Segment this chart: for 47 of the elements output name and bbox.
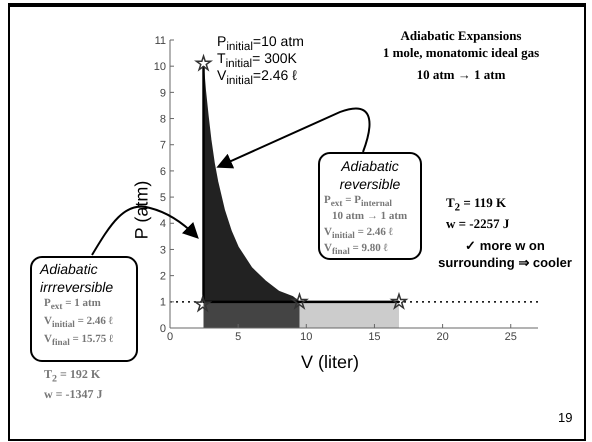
text: T$_{2}$ = 192 K — [44, 367, 100, 384]
y-tick-label: 10 — [154, 61, 166, 74]
y-tick-label: 2 — [160, 270, 166, 283]
y-tick-label: 1 — [160, 296, 166, 309]
annotation: T$_{2}$ = 119 K — [446, 195, 506, 214]
x-tick-label: 25 — [504, 330, 517, 343]
point — [292, 294, 308, 309]
text: Adiabatic — [40, 261, 98, 277]
chart-subtitle: 1 mole, monatomic ideal gas — [382, 44, 540, 62]
y-tick-label: 3 — [160, 244, 166, 256]
annotation: P$_{initial}$=10 atm — [217, 33, 304, 53]
point — [194, 296, 211, 312]
annotation: 10 atm → 1 atm — [416, 67, 506, 83]
y-tick-label: 8 — [160, 113, 166, 126]
x-axis-title: V (liter) — [301, 352, 359, 373]
chart-title: Adiabatic Expansions — [399, 28, 522, 45]
x-tick-label: 20 — [436, 330, 449, 343]
point — [196, 55, 212, 70]
y-tick-label: 11 — [154, 34, 166, 47]
annotation: w = -2257 J — [446, 216, 510, 232]
text: V$_{final}$ = 15.75 ℓ — [44, 333, 114, 348]
annotation: V$_{final}$ = 9.80 ℓ — [324, 242, 388, 256]
annotation: V$_{initial}$=2.46 ℓ — [217, 67, 297, 87]
text: V$_{initial}$ = 2.46 ℓ — [44, 315, 113, 330]
text: w = -1347 J — [44, 387, 102, 402]
y-tick-label: 7 — [160, 140, 166, 152]
x-tick-label: 5 — [235, 330, 242, 343]
y-axis-title: P (atm) — [132, 180, 152, 240]
text: irrreversible — [40, 279, 114, 295]
annotation: reversible — [340, 176, 400, 192]
text: P$_{ext}$ = 1 atm — [44, 297, 101, 312]
annotation: P$_{ext}$ = P$_{internal}$ — [324, 194, 392, 208]
annotation: Adiabatic — [341, 158, 399, 174]
y-tick-label: 5 — [160, 192, 166, 204]
point — [391, 294, 407, 309]
annotation: surrounding ⇒ cooler — [438, 255, 572, 270]
annotation: V$_{initial}$ = 2.46 ℓ — [324, 226, 393, 240]
x-tick-label: 15 — [368, 330, 381, 343]
y-tick-label: 9 — [160, 87, 166, 100]
annotation: 10 atm → 1 atm — [332, 210, 408, 222]
text: 19 — [558, 410, 572, 425]
x-tick-label: 10 — [300, 330, 312, 343]
annotation: ✓ more w on — [465, 238, 545, 253]
annotation: T$_{initial}$= 300K — [217, 50, 297, 70]
y-tick-label: 6 — [160, 166, 166, 178]
y-tick-label: 4 — [160, 218, 166, 230]
y-tick-label: 0 — [160, 322, 166, 335]
